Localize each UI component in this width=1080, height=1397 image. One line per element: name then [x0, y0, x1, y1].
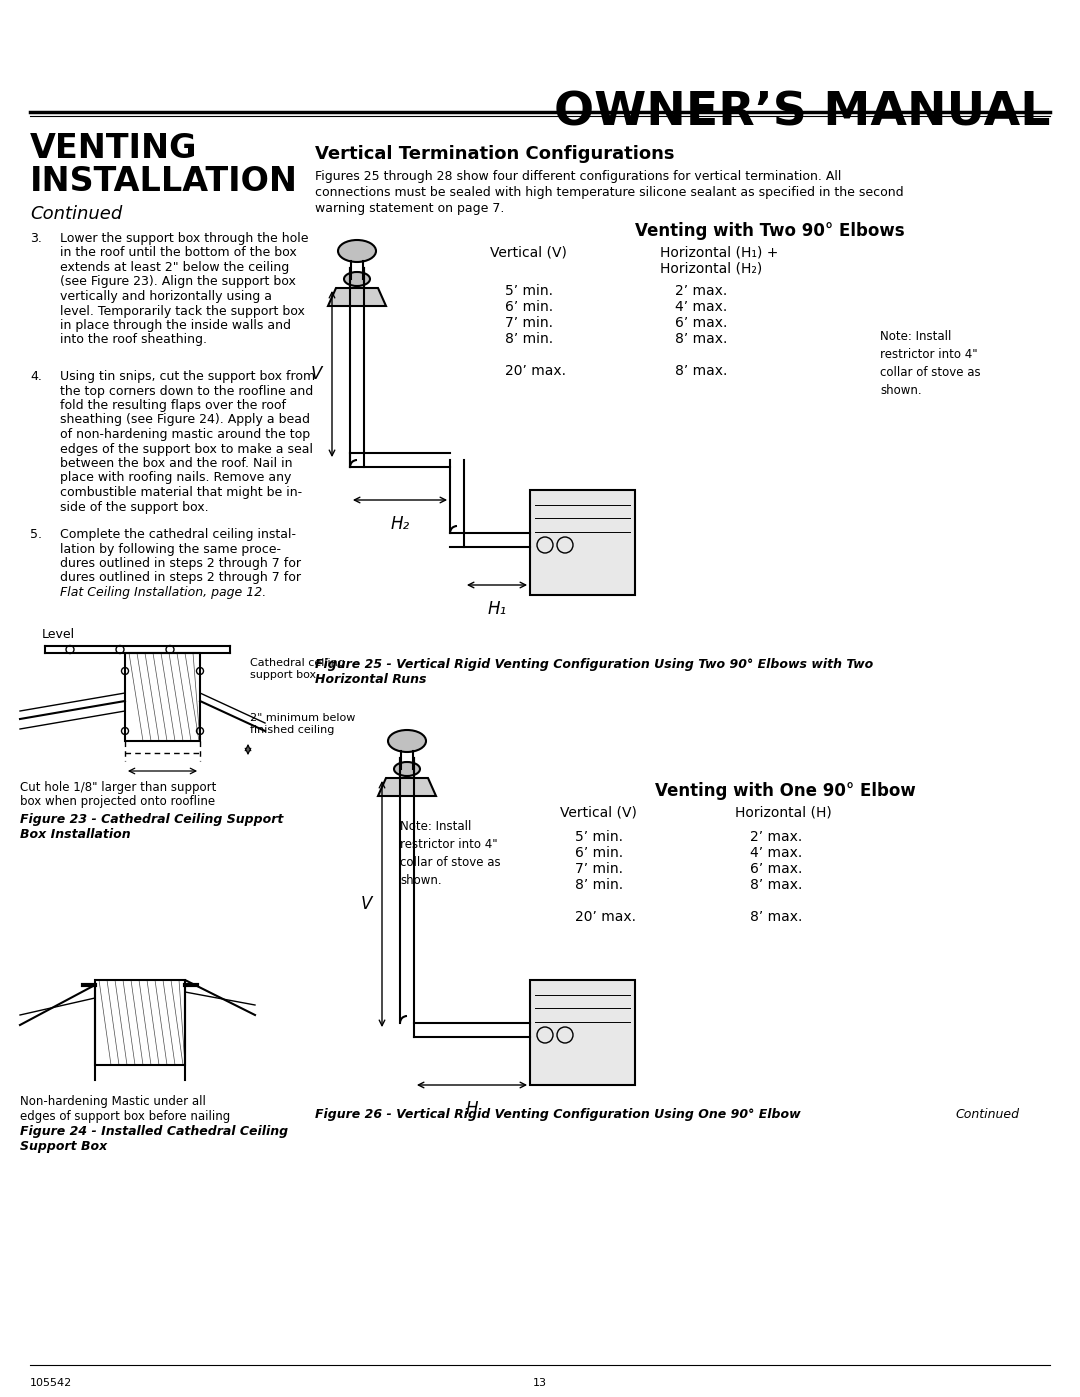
Text: 7’ min.: 7’ min.: [575, 862, 623, 876]
Text: 8’ min.: 8’ min.: [505, 332, 553, 346]
Text: OWNER’S MANUAL: OWNER’S MANUAL: [554, 89, 1050, 136]
Text: side of the support box.: side of the support box.: [60, 500, 208, 514]
Bar: [95, 981, 185, 1065]
Text: dures outlined in steps 2 through 7 for: dures outlined in steps 2 through 7 for: [60, 571, 301, 584]
Text: lation by following the same proce-: lation by following the same proce-: [60, 542, 281, 556]
Bar: [530, 981, 635, 1085]
Text: Venting with Two 90° Elbows: Venting with Two 90° Elbows: [635, 222, 905, 240]
Text: Flat Ceiling Installation, page 12.: Flat Ceiling Installation, page 12.: [60, 585, 267, 599]
Text: Using tin snips, cut the support box from: Using tin snips, cut the support box fro…: [60, 370, 315, 383]
Text: place with roofing nails. Remove any: place with roofing nails. Remove any: [60, 472, 292, 485]
Text: combustible material that might be in-: combustible material that might be in-: [60, 486, 302, 499]
Polygon shape: [328, 288, 386, 306]
Text: Figures 25 through 28 show four different configurations for vertical terminatio: Figures 25 through 28 show four differen…: [315, 170, 841, 183]
Text: 2’ max.: 2’ max.: [750, 830, 802, 844]
Text: H: H: [465, 1099, 478, 1118]
Text: 8’ max.: 8’ max.: [750, 877, 802, 893]
Text: into the roof sheathing.: into the roof sheathing.: [60, 334, 207, 346]
Bar: [125, 652, 200, 740]
Text: 6’ min.: 6’ min.: [575, 847, 623, 861]
Text: 5.: 5.: [30, 528, 42, 541]
Text: INSTALLATION: INSTALLATION: [30, 165, 298, 198]
Text: Figure 25 - Vertical Rigid Venting Configuration Using Two 90° Elbows with Two: Figure 25 - Vertical Rigid Venting Confi…: [315, 658, 874, 671]
Text: sheathing (see Figure 24). Apply a bead: sheathing (see Figure 24). Apply a bead: [60, 414, 310, 426]
Text: 4’ max.: 4’ max.: [675, 300, 727, 314]
Text: 5’ min.: 5’ min.: [505, 284, 553, 298]
Text: Note: Install
restrictor into 4"
collar of stove as
shown.: Note: Install restrictor into 4" collar …: [400, 820, 501, 887]
Text: 2’ max.: 2’ max.: [675, 284, 727, 298]
Text: Figure 26 - Vertical Rigid Venting Configuration Using One 90° Elbow: Figure 26 - Vertical Rigid Venting Confi…: [315, 1108, 800, 1120]
Text: Lower the support box through the hole: Lower the support box through the hole: [60, 232, 309, 244]
Text: Complete the cathedral ceiling instal-: Complete the cathedral ceiling instal-: [60, 528, 296, 541]
Ellipse shape: [345, 272, 370, 286]
Text: in place through the inside walls and: in place through the inside walls and: [60, 319, 291, 332]
Text: Vertical (V): Vertical (V): [490, 246, 567, 260]
Text: dures outlined in steps 2 through 7 for: dures outlined in steps 2 through 7 for: [60, 557, 301, 570]
Text: Venting with One 90° Elbow: Venting with One 90° Elbow: [654, 782, 916, 800]
Text: Non-hardening Mastic under all
edges of support box before nailing: Non-hardening Mastic under all edges of …: [21, 1095, 230, 1123]
Text: Figure 23 - Cathedral Ceiling Support
Box Installation: Figure 23 - Cathedral Ceiling Support Bo…: [21, 813, 283, 841]
Text: Continued: Continued: [955, 1108, 1020, 1120]
Text: Level: Level: [42, 629, 76, 641]
Text: 4.: 4.: [30, 370, 42, 383]
Ellipse shape: [394, 761, 420, 775]
Text: Vertical (V): Vertical (V): [561, 806, 637, 820]
Text: V: V: [361, 895, 372, 914]
Text: Cut hole 1/8" larger than support: Cut hole 1/8" larger than support: [21, 781, 216, 793]
Text: in the roof until the bottom of the box: in the roof until the bottom of the box: [60, 246, 297, 260]
Text: Vertical Termination Configurations: Vertical Termination Configurations: [315, 145, 675, 163]
Bar: [530, 490, 635, 595]
Text: Note: Install
restrictor into 4"
collar of stove as
shown.: Note: Install restrictor into 4" collar …: [880, 330, 981, 397]
Text: Horizontal (H): Horizontal (H): [735, 806, 832, 820]
Text: 8’ max.: 8’ max.: [750, 909, 802, 923]
Text: warning statement on page 7.: warning statement on page 7.: [315, 203, 504, 215]
Text: 20’ max.: 20’ max.: [575, 909, 636, 923]
Text: 4’ max.: 4’ max.: [750, 847, 802, 861]
Text: 8’ max.: 8’ max.: [675, 365, 727, 379]
Text: the top corners down to the roofline and: the top corners down to the roofline and: [60, 384, 313, 398]
Text: Horizontal (H₁) +: Horizontal (H₁) +: [660, 246, 779, 260]
Text: 20’ max.: 20’ max.: [505, 365, 566, 379]
Text: of non-hardening mastic around the top: of non-hardening mastic around the top: [60, 427, 310, 441]
Text: 105542: 105542: [30, 1377, 72, 1389]
Text: Continued: Continued: [30, 205, 122, 224]
Text: 2" minimum below
finished ceiling: 2" minimum below finished ceiling: [249, 712, 355, 735]
Text: 8’ min.: 8’ min.: [575, 877, 623, 893]
Text: level. Temporarily tack the support box: level. Temporarily tack the support box: [60, 305, 305, 317]
Text: vertically and horizontally using a: vertically and horizontally using a: [60, 291, 272, 303]
Ellipse shape: [338, 240, 376, 263]
Text: Figure 24 - Installed Cathedral Ceiling
Support Box: Figure 24 - Installed Cathedral Ceiling …: [21, 1125, 288, 1153]
Text: extends at least 2" below the ceiling: extends at least 2" below the ceiling: [60, 261, 289, 274]
Text: V: V: [311, 365, 322, 383]
Text: connections must be sealed with high temperature silicone sealant as specified i: connections must be sealed with high tem…: [315, 186, 904, 198]
Text: (see Figure 23). Align the support box: (see Figure 23). Align the support box: [60, 275, 296, 289]
Polygon shape: [378, 778, 436, 796]
Text: VENTING: VENTING: [30, 131, 198, 165]
Text: 8’ max.: 8’ max.: [675, 332, 727, 346]
Text: Horizontal Runs: Horizontal Runs: [315, 673, 427, 686]
Text: Horizontal (H₂): Horizontal (H₂): [660, 261, 762, 275]
Text: 13: 13: [534, 1377, 546, 1389]
Text: 7’ min.: 7’ min.: [505, 316, 553, 330]
Text: edges of the support box to make a seal: edges of the support box to make a seal: [60, 443, 313, 455]
Text: Cathedral ceiling
support box: Cathedral ceiling support box: [249, 658, 345, 679]
Text: 6’ min.: 6’ min.: [505, 300, 553, 314]
Text: 6’ max.: 6’ max.: [675, 316, 727, 330]
Text: 3.: 3.: [30, 232, 42, 244]
Text: box when projected onto roofline: box when projected onto roofline: [21, 795, 215, 807]
Text: 6’ max.: 6’ max.: [750, 862, 802, 876]
Text: between the box and the roof. Nail in: between the box and the roof. Nail in: [60, 457, 293, 469]
Text: fold the resulting flaps over the roof: fold the resulting flaps over the roof: [60, 400, 286, 412]
Text: 5’ min.: 5’ min.: [575, 830, 623, 844]
Text: H₁: H₁: [487, 599, 507, 617]
Text: H₂: H₂: [391, 515, 409, 534]
Ellipse shape: [388, 731, 426, 752]
